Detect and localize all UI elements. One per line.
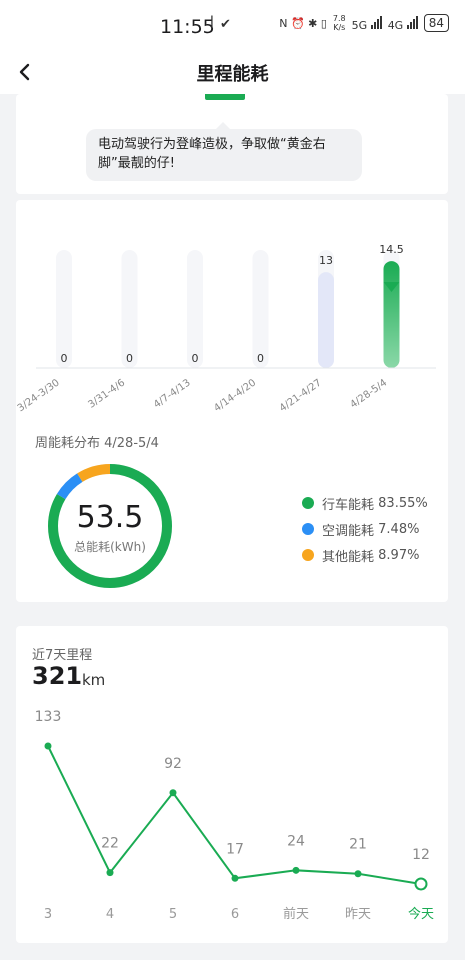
data-point[interactable] xyxy=(169,789,177,797)
signal-4g: 4G xyxy=(388,15,418,32)
back-button[interactable] xyxy=(12,58,42,88)
nav-bar: 里程能耗 xyxy=(0,52,465,94)
driving-tip-card: 电动驾驶行为登峰造极，争取做“黄金右脚”最靓的仔! xyxy=(16,94,448,194)
network-speed-unit: K/s xyxy=(333,23,346,32)
signal-5g-label: 5G xyxy=(351,18,368,32)
bar-value-label: 0 xyxy=(257,352,264,365)
selected-marker-icon xyxy=(383,282,400,292)
page-title: 里程能耗 xyxy=(196,64,269,85)
x-tick-label: 3/31-4/6 xyxy=(86,377,127,410)
bar-value-label: 14.5 xyxy=(379,243,404,256)
bubble-arrow xyxy=(216,122,230,129)
x-tick-label: 4/7-4/13 xyxy=(152,377,193,410)
point-value-label: 24 xyxy=(287,833,305,849)
mileage-title: 近7天里程 xyxy=(32,648,93,663)
signal-bars-icon xyxy=(370,15,382,29)
x-tick-label: 今天 xyxy=(408,906,434,922)
point-value-label: 12 xyxy=(412,847,430,863)
bar[interactable] xyxy=(383,261,400,368)
legend-dot xyxy=(302,497,314,509)
bar-value-label: 13 xyxy=(319,254,333,267)
x-tick-label: 前天 xyxy=(283,906,309,922)
distribution-title: 周能耗分布 4/28-5/4 xyxy=(35,436,159,451)
legend-dot xyxy=(302,549,314,561)
point-value-label: 21 xyxy=(349,837,367,853)
legend-item-ac: 空调能耗 7.48% xyxy=(302,516,428,542)
network-speed-value: 7.8 xyxy=(332,14,346,23)
x-tick-label: 4/21-4/27 xyxy=(278,377,324,414)
system-icons: N ⏰ ✱ ▯ xyxy=(279,16,327,30)
bar-track xyxy=(187,250,203,368)
bar-track xyxy=(56,250,72,368)
data-point[interactable] xyxy=(292,866,300,874)
energy-legend: 行车能耗 83.55% 空调能耗 7.48% 其他能耗 8.97% xyxy=(302,490,428,568)
data-point[interactable] xyxy=(44,742,52,750)
total-energy-label: 总能耗(kWh) xyxy=(74,540,146,554)
point-value-label: 22 xyxy=(101,836,119,852)
mileage-card: 133 3 22 4 92 5 17 6 24 前天 21 昨天 12 今天 近7天里程 321 km xyxy=(16,626,448,943)
signal-5g: 5G xyxy=(352,15,382,32)
legend-label: 空调能耗 xyxy=(322,523,375,539)
point-value-label: 92 xyxy=(164,756,182,772)
signal-bars-icon xyxy=(406,15,418,29)
data-point[interactable] xyxy=(354,870,362,878)
battery-icon: 84 xyxy=(423,14,449,32)
mileage-unit: km xyxy=(82,671,106,689)
legend-label: 行车能耗 xyxy=(322,497,375,513)
x-tick-label: 3 xyxy=(44,907,52,922)
daily-mileage-chart: 133 3 22 4 92 5 17 6 24 前天 21 昨天 12 今天 xyxy=(35,709,434,922)
x-tick-label: 昨天 xyxy=(345,907,371,922)
bar-value-label: 0 xyxy=(192,352,199,365)
energy-card: 0 3/24-3/30 0 3/31-4/6 0 4/7-4/13 0 4/14-4/20 13… xyxy=(16,200,448,602)
bar-value-label: 0 xyxy=(61,352,68,365)
bar-value-label: 0 xyxy=(126,352,133,365)
energy-donut-chart xyxy=(48,464,172,588)
donut-slice xyxy=(48,464,172,588)
x-tick-label: 5 xyxy=(169,907,177,922)
legend-value: 8.97% xyxy=(378,547,420,563)
bar-track xyxy=(121,250,138,368)
x-tick-label: 4 xyxy=(106,907,114,922)
x-tick-label: 6 xyxy=(231,907,239,922)
legend-label: 其他能耗 xyxy=(322,549,375,565)
bar-track xyxy=(252,250,269,368)
mileage-line xyxy=(47,745,422,885)
score-badge xyxy=(205,94,245,100)
weekly-energy-chart: 0 3/24-3/30 0 3/31-4/6 0 4/7-4/13 0 4/14-4/20 13… xyxy=(16,243,436,414)
total-energy-value: 53.5 xyxy=(76,500,144,535)
point-value-label: 17 xyxy=(226,841,244,857)
x-tick-label: 3/24-3/30 xyxy=(16,377,62,414)
tip-bubble: 电动驾驶行为登峰造极，争取做“黄金右脚”最靓的仔! xyxy=(86,129,362,181)
data-point-selected[interactable] xyxy=(414,877,428,891)
network-speed: 7.8 K/s xyxy=(333,14,346,32)
legend-value: 83.55% xyxy=(378,495,428,511)
mileage-total: 321 xyxy=(32,662,83,690)
legend-value: 7.48% xyxy=(378,521,420,537)
x-tick-label: 4/28-5/4 xyxy=(348,377,389,410)
point-value-label: 133 xyxy=(35,709,62,725)
bar[interactable] xyxy=(318,272,334,368)
status-time: 11:55 xyxy=(160,16,215,38)
data-point[interactable] xyxy=(231,874,239,882)
app-notification-icons: ꟾ ✔ xyxy=(210,17,232,32)
status-bar: 11:55 ꟾ ✔ N ⏰ ✱ ▯ 7.8 K/s 5G 4G 84 xyxy=(0,0,465,52)
legend-item-driving: 行车能耗 83.55% xyxy=(302,490,428,516)
status-right: N ⏰ ✱ ▯ 7.8 K/s 5G 4G 84 xyxy=(279,14,449,32)
chevron-left-icon xyxy=(19,63,30,81)
data-point[interactable] xyxy=(106,869,114,877)
legend-dot xyxy=(302,523,314,535)
legend-item-other: 其他能耗 8.97% xyxy=(302,542,428,568)
signal-4g-label: 4G xyxy=(387,18,404,32)
x-tick-label: 4/14-4/20 xyxy=(212,377,258,414)
